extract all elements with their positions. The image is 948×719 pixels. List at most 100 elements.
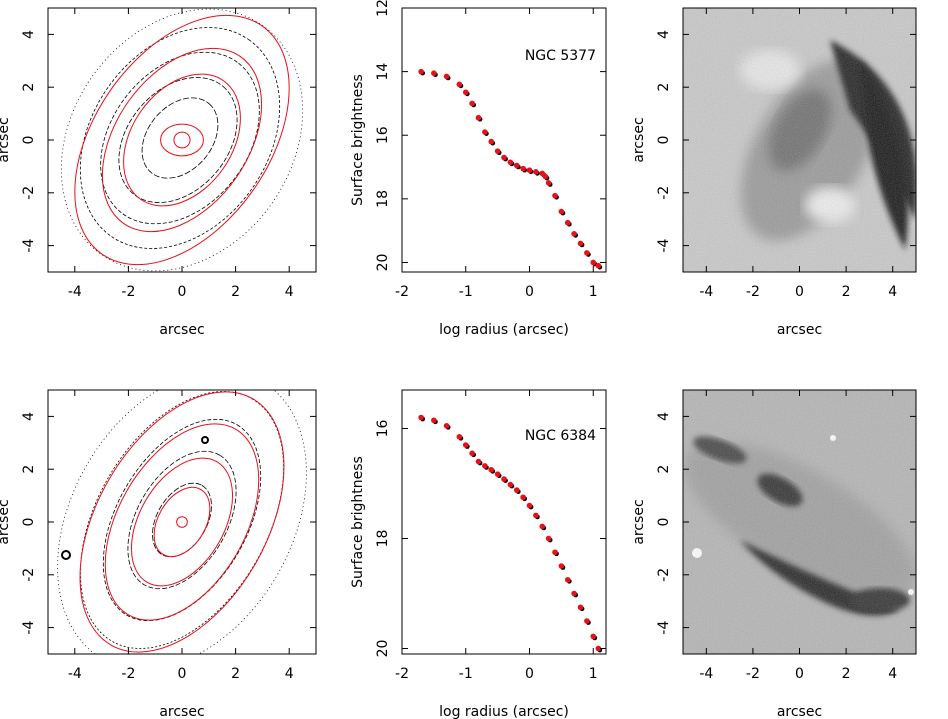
fit-point-red-20	[564, 576, 571, 583]
x-axis-label: arcsec	[159, 322, 204, 338]
fit-point-red-11	[507, 159, 514, 166]
fit-point-red-9	[494, 471, 501, 477]
y-axis-label: arcsec	[0, 117, 12, 162]
x-tick-label-2: 0	[795, 666, 804, 682]
y-axis-label: Surface brightness	[350, 456, 366, 588]
model-ellipse-0	[176, 516, 188, 528]
x-tick-label-0: -4	[699, 284, 713, 300]
model-ellipse-1	[153, 486, 211, 558]
x-tick-label-3: 2	[231, 666, 240, 682]
y-tick-label-4: 4	[21, 30, 37, 39]
y-tick-label-0: -4	[656, 621, 672, 635]
fit-point-red-9	[494, 148, 501, 154]
fit-point-red-0	[418, 414, 424, 421]
y-tick-label-1: 18	[375, 530, 391, 548]
plot-frame	[401, 389, 607, 655]
galaxy-label: NGC 5377	[525, 48, 596, 64]
contour-isophotes-ngc6384	[57, 390, 307, 654]
fit-point-red-11	[507, 481, 514, 488]
x-axis-label: arcsec	[159, 704, 204, 719]
fit-point-red-16	[539, 523, 546, 530]
model-ellipses	[74, 14, 290, 266]
x-tick-label-4: 4	[285, 284, 294, 300]
fit-point-red-0	[418, 68, 424, 75]
y-tick-label-0: -4	[656, 239, 672, 253]
fit-point-red-2	[443, 422, 450, 429]
y-tick-label-1: -2	[656, 568, 672, 582]
x-tick-label-0: -2	[395, 284, 409, 300]
y-axis-label: Surface brightness	[350, 74, 366, 206]
panel-profile-ngc6384: NGC 6384 -2 -1 0 1 16 18 20 log radius (arcsec) S…	[350, 389, 607, 719]
fit-point-red-19	[558, 563, 565, 569]
y-tick-label-1: -2	[21, 186, 37, 200]
y-axis-label: arcsec	[631, 499, 647, 544]
y-tick-label-3: 2	[656, 465, 672, 474]
x-axis-label: log radius (arcsec)	[439, 704, 569, 719]
model-ellipse-4	[79, 391, 285, 653]
x-tick-label-0: -4	[68, 666, 82, 682]
y-tick-label-2: 0	[656, 136, 672, 145]
model-ellipse-3	[104, 423, 260, 621]
y-tick-label-4: 4	[656, 30, 672, 39]
fit-point-red-6	[475, 458, 482, 465]
fit-point-red-14	[526, 167, 533, 174]
x-tick-label-4: 4	[285, 666, 294, 682]
y-tick-label-2: 20	[375, 640, 391, 658]
model-ellipse-0	[173, 131, 191, 149]
x-tick-label-3: 1	[589, 666, 598, 682]
galaxy-label: NGC 6384	[525, 428, 596, 444]
x-tick-label-0: -4	[68, 284, 82, 300]
fit-point-red-24	[584, 250, 590, 256]
x-tick-label-1: -2	[746, 666, 760, 682]
model-ellipse-1	[160, 123, 204, 157]
fit-point-red-10	[501, 476, 507, 482]
fit-point-red-4	[462, 89, 469, 96]
x-tick-label-0: -2	[395, 666, 409, 682]
profile-points	[418, 414, 603, 653]
fit-point-red-24	[590, 633, 597, 640]
y-tick-label-3: 2	[21, 83, 37, 92]
fit-point-red-10	[501, 154, 507, 161]
y-tick-label-0: 12	[375, 0, 391, 17]
y-tick-label-4: 4	[21, 412, 37, 421]
fit-point-red-12	[513, 162, 520, 169]
x-tick-label-3: 2	[231, 284, 240, 300]
fit-point-red-23	[577, 240, 584, 247]
y-axis-label: arcsec	[631, 117, 647, 162]
model-ellipses	[79, 391, 285, 653]
x-tick-label-1: -2	[746, 284, 760, 300]
x-tick-label-3: 1	[589, 284, 598, 300]
x-tick-label-2: 0	[178, 284, 187, 300]
fit-point-red-7	[482, 129, 488, 135]
residual-image-ngc5377	[683, 8, 916, 272]
fit-point-red-8	[488, 466, 495, 473]
fit-point-red-14	[526, 502, 533, 509]
x-tick-label-0: -4	[699, 666, 713, 682]
x-tick-label-4: 4	[888, 666, 897, 682]
x-tick-label-1: -2	[121, 666, 135, 682]
fit-point-red-3	[456, 81, 463, 88]
fit-point-red-15	[533, 169, 539, 175]
x-axis-label: log radius (arcsec)	[439, 322, 569, 338]
model-ellipse-3	[101, 47, 263, 233]
profile-points	[418, 68, 603, 270]
x-tick-label-2: 0	[525, 284, 534, 300]
fit-point-red-23	[584, 618, 590, 624]
plot-frame	[47, 7, 317, 273]
fit-point-red-2	[443, 73, 450, 80]
y-tick-label-4: 4	[656, 412, 672, 421]
x-tick-label-3: 2	[842, 284, 851, 300]
fit-point-red-12	[513, 487, 520, 493]
fit-point-red-8	[488, 138, 495, 145]
y-axis-label: arcsec	[0, 499, 12, 544]
x-tick-label-1: -2	[121, 284, 135, 300]
fit-point-red-7	[482, 463, 488, 469]
fit-point-red-22	[571, 231, 577, 237]
panel-contour-ngc5377: -4 -2 0 2 4 -4 -2 0 2 4 arcsec arcsec	[0, 7, 317, 338]
fit-point-red-6	[475, 114, 482, 121]
y-tick-label-4: 20	[375, 254, 391, 272]
y-tick-label-1: -2	[21, 568, 37, 582]
plot-frame	[401, 7, 607, 273]
panel-profile-ngc5377: NGC 5377 -2 -1 0 1 12 14 16 18 20 log radius (arcs…	[350, 0, 607, 338]
fit-point-red-13	[520, 494, 526, 501]
